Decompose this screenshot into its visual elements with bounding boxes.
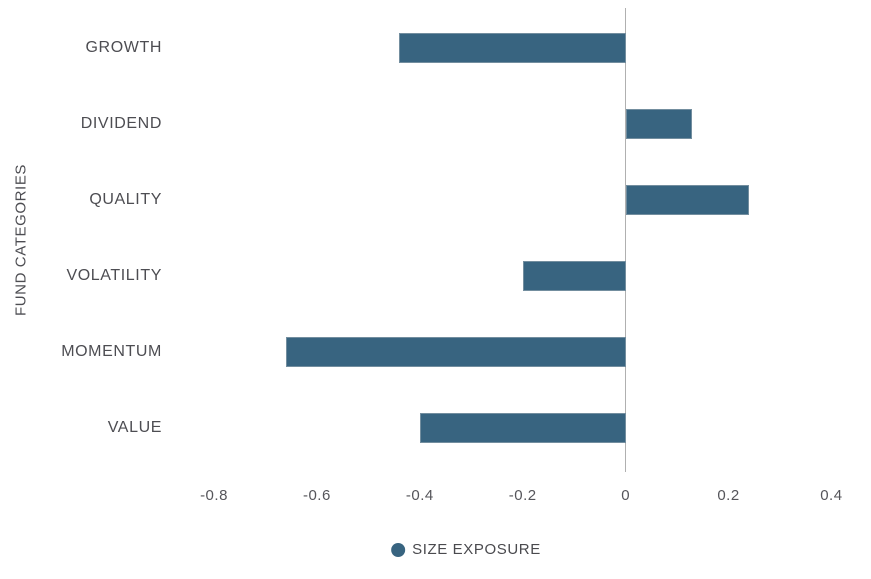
bar-quality: [625, 185, 750, 215]
bar-dividend: [625, 109, 693, 139]
category-label-growth: GROWTH: [85, 39, 162, 56]
bar-value: [419, 413, 626, 443]
x-tick-label-6: 0.4: [820, 487, 843, 504]
x-tick-label-2: -0.4: [405, 487, 434, 504]
category-label-momentum: MOMENTUM: [61, 343, 162, 360]
legend-circle-icon: [391, 542, 406, 557]
category-label-dividend: DIVIDEND: [80, 115, 162, 132]
legend: SIZE EXPOSURE: [391, 541, 541, 558]
legend-label: SIZE EXPOSURE: [412, 541, 541, 558]
category-label-volatility: VOLATILITY: [66, 267, 162, 284]
x-tick-label-5: 0.2: [717, 487, 740, 504]
x-tick-label-3: -0.2: [508, 487, 537, 504]
bar-volatility: [522, 261, 626, 291]
category-label-value: VALUE: [107, 419, 162, 436]
x-tick-label-4: 0: [621, 487, 631, 504]
bar-momentum: [286, 337, 626, 367]
category-label-quality: QUALITY: [89, 191, 162, 208]
x-tick-label-0: -0.8: [200, 487, 228, 504]
bar-growth: [399, 33, 626, 63]
x-tick-label-1: -0.6: [302, 487, 331, 504]
zero-axis-line: [625, 8, 627, 472]
